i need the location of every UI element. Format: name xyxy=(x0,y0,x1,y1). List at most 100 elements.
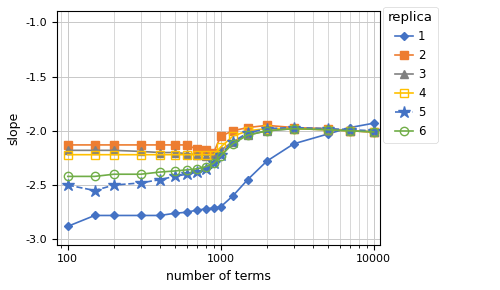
5 xyxy=(264,127,270,130)
5 xyxy=(172,175,177,178)
3 xyxy=(244,133,250,137)
5 xyxy=(218,153,224,156)
3 xyxy=(172,151,177,154)
Line: 3: 3 xyxy=(64,124,378,160)
1 xyxy=(244,178,250,181)
6 xyxy=(210,162,216,165)
2 xyxy=(218,135,224,138)
3 xyxy=(65,148,71,152)
6 xyxy=(370,130,376,134)
5 xyxy=(347,128,353,131)
4 xyxy=(324,128,330,131)
5 xyxy=(290,126,296,129)
4 xyxy=(370,130,376,134)
4 xyxy=(194,153,200,156)
2 xyxy=(210,151,216,154)
1 xyxy=(230,194,236,198)
3 xyxy=(264,129,270,133)
5 xyxy=(111,183,117,187)
3 xyxy=(138,150,143,153)
4 xyxy=(244,129,250,133)
4 xyxy=(264,127,270,130)
4 xyxy=(210,153,216,156)
2 xyxy=(111,143,117,147)
6 xyxy=(172,169,177,173)
2 xyxy=(370,130,376,134)
1 xyxy=(264,160,270,163)
6 xyxy=(218,154,224,157)
2 xyxy=(230,129,236,133)
1 xyxy=(210,206,216,210)
5 xyxy=(157,178,163,181)
4 xyxy=(172,153,177,156)
4 xyxy=(347,129,353,133)
1 xyxy=(184,211,190,214)
Line: 5: 5 xyxy=(62,121,380,197)
Y-axis label: slope: slope xyxy=(7,111,20,145)
6 xyxy=(290,127,296,130)
3 xyxy=(230,140,236,143)
2 xyxy=(203,148,209,152)
4 xyxy=(218,145,224,149)
1 xyxy=(157,214,163,217)
3 xyxy=(324,128,330,131)
2 xyxy=(347,129,353,133)
4 xyxy=(184,153,190,156)
2 xyxy=(138,143,143,147)
1 xyxy=(194,208,200,212)
5 xyxy=(184,173,190,176)
6 xyxy=(194,167,200,171)
4 xyxy=(157,153,163,156)
6 xyxy=(138,173,143,176)
3 xyxy=(210,153,216,156)
5 xyxy=(244,131,250,135)
5 xyxy=(194,170,200,174)
6 xyxy=(157,170,163,174)
2 xyxy=(184,143,190,147)
6 xyxy=(230,142,236,146)
2 xyxy=(290,126,296,129)
5 xyxy=(92,189,98,192)
3 xyxy=(92,148,98,152)
5 xyxy=(65,183,71,187)
6 xyxy=(264,129,270,133)
2 xyxy=(244,126,250,129)
6 xyxy=(244,133,250,137)
6 xyxy=(347,129,353,133)
2 xyxy=(92,143,98,147)
1 xyxy=(218,205,224,209)
3 xyxy=(157,151,163,154)
1 xyxy=(203,207,209,211)
4 xyxy=(138,153,143,156)
5 xyxy=(370,129,376,133)
4 xyxy=(203,153,209,156)
Line: 4: 4 xyxy=(64,124,378,159)
6 xyxy=(92,175,98,178)
Legend: 1, 2, 3, 4, 5, 6: 1, 2, 3, 4, 5, 6 xyxy=(383,7,438,143)
4 xyxy=(65,153,71,156)
3 xyxy=(111,148,117,152)
3 xyxy=(370,130,376,134)
1 xyxy=(370,122,376,125)
5 xyxy=(203,167,209,171)
2 xyxy=(264,124,270,127)
6 xyxy=(203,165,209,168)
3 xyxy=(218,148,224,152)
4 xyxy=(290,127,296,130)
3 xyxy=(347,129,353,133)
6 xyxy=(184,168,190,172)
6 xyxy=(65,175,71,178)
5 xyxy=(230,140,236,143)
Line: 1: 1 xyxy=(65,120,376,229)
2 xyxy=(65,143,71,147)
1 xyxy=(138,214,143,217)
Line: 2: 2 xyxy=(64,121,378,157)
1 xyxy=(111,214,117,217)
3 xyxy=(194,153,200,156)
1 xyxy=(290,142,296,146)
5 xyxy=(324,127,330,130)
3 xyxy=(203,154,209,157)
1 xyxy=(172,212,177,215)
4 xyxy=(230,135,236,138)
2 xyxy=(157,143,163,147)
